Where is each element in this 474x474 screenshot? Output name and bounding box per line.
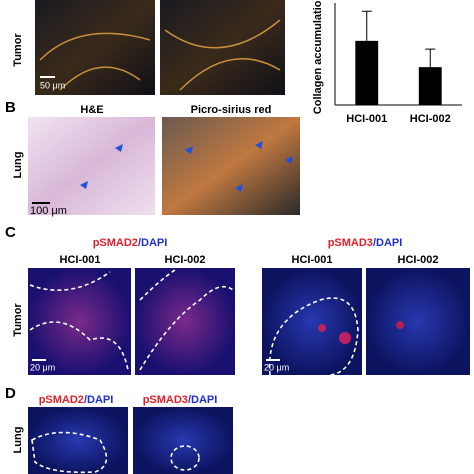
stain-header: pSMAD2/DAPI <box>93 237 168 249</box>
column-header: HCI-001 <box>292 254 333 266</box>
stain: pSMAD2 <box>39 394 84 406</box>
micrograph <box>28 268 131 375</box>
fiber <box>39 19 281 91</box>
counterstain: /DAPI <box>373 237 402 249</box>
nucleus <box>339 332 351 344</box>
region-outline <box>29 269 234 371</box>
column-header: H&E <box>80 104 103 116</box>
counterstain: /DAPI <box>138 237 167 249</box>
panel-letter: B <box>5 99 16 116</box>
bar <box>418 67 442 105</box>
x-tick-label: HCI-001 <box>346 113 387 125</box>
counterstain: /DAPI <box>84 394 113 406</box>
row-label: Tumor <box>12 33 24 67</box>
stain: pSMAD3 <box>328 237 373 249</box>
stain-header: pSMAD3/DAPI <box>143 394 218 406</box>
micrograph <box>366 268 470 375</box>
scale-label: 20 μm <box>264 362 289 372</box>
row-label: Tumor <box>12 303 24 337</box>
stain-header: pSMAD2/DAPI <box>39 394 114 406</box>
micrograph <box>133 407 233 474</box>
region-outline <box>31 431 108 474</box>
micrograph <box>162 117 300 215</box>
bar <box>355 40 379 105</box>
column-header: HCI-002 <box>398 254 439 266</box>
column-header: HCI-002 <box>165 254 206 266</box>
micrograph <box>28 117 155 215</box>
scale-label: 100 μm <box>30 205 67 217</box>
row-label: Lung <box>12 427 24 454</box>
micrograph <box>135 268 235 375</box>
stain-header: pSMAD3/DAPI <box>328 237 403 249</box>
error-bar <box>425 48 436 68</box>
scale-label: 50 μm <box>40 80 65 90</box>
region-outline <box>268 297 359 376</box>
region-outline <box>170 445 200 471</box>
error-bar <box>361 10 372 41</box>
panel-letter: C <box>5 224 16 241</box>
scale-label: 20 μm <box>30 362 55 372</box>
micrograph <box>262 268 362 375</box>
stain: pSMAD2 <box>93 237 138 249</box>
y-axis-label: Collagen accumulation <box>312 0 324 114</box>
row-label: Lung <box>12 152 24 179</box>
panel-letter: D <box>5 385 16 402</box>
column-header: Picro-sirius red <box>191 104 272 116</box>
nucleus <box>318 324 326 332</box>
bar-chart: Collagen accumulation HCI-001 HCI-002 <box>312 0 462 125</box>
counterstain: /DAPI <box>188 394 217 406</box>
nucleus <box>396 321 404 329</box>
x-tick-label: HCI-002 <box>410 113 451 125</box>
column-header: HCI-001 <box>60 254 101 266</box>
stain: pSMAD3 <box>143 394 188 406</box>
micrograph <box>28 407 128 474</box>
